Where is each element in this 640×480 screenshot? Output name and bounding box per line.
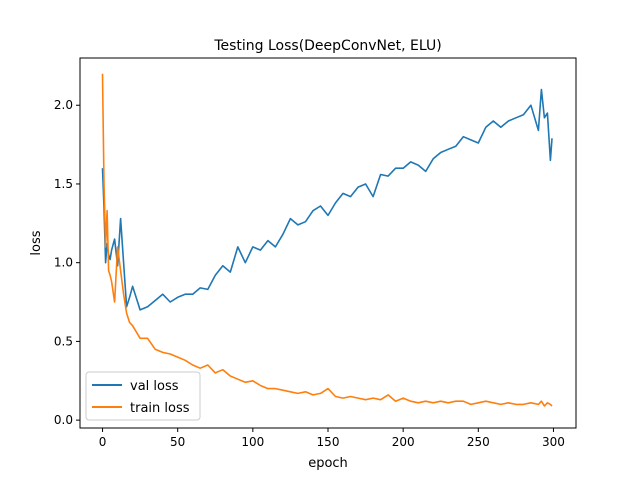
x-tick-label: 200 — [392, 435, 415, 449]
legend: val loss train loss — [85, 371, 201, 421]
x-tick-label: 150 — [317, 435, 340, 449]
x-tick-label: 100 — [241, 435, 264, 449]
y-axis: 0.0 0.5 1.0 1.5 2.0 — [54, 98, 80, 427]
series-line-val-loss — [101, 88, 553, 311]
y-tick-label: 0.0 — [54, 413, 73, 427]
x-tick-label: 0 — [99, 435, 107, 449]
y-axis-label: loss — [29, 230, 44, 255]
legend-label-val-loss: val loss — [130, 379, 179, 394]
y-tick-label: 0.5 — [54, 334, 73, 348]
y-tick-label: 1.5 — [54, 177, 73, 191]
y-tick-label: 1.0 — [54, 256, 73, 270]
series-line-train-loss — [101, 73, 553, 407]
legend-label-train-loss: train loss — [130, 401, 190, 416]
x-axis-label: epoch — [308, 456, 348, 471]
x-axis: 0 50 100 150 200 250 300 — [99, 428, 565, 449]
y-tick-label: 2.0 — [54, 98, 73, 112]
x-tick-label: 250 — [467, 435, 490, 449]
x-tick-label: 50 — [170, 435, 185, 449]
chart-title: Testing Loss(DeepConvNet, ELU) — [213, 38, 441, 54]
x-tick-label: 300 — [542, 435, 565, 449]
plot-lines — [101, 73, 553, 407]
